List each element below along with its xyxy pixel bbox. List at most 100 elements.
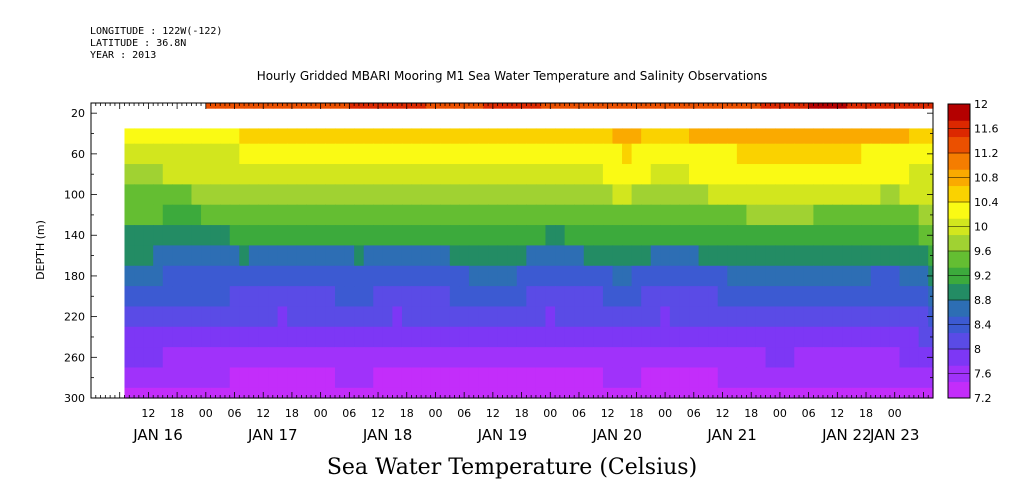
heatmap-cell [899,265,910,287]
heatmap-cell [622,347,633,369]
heatmap-cell [507,367,518,389]
heatmap-cell [277,367,288,389]
heatmap-cell [363,245,374,267]
heatmap-cell [172,143,183,165]
heatmap-cell [832,184,843,206]
heatmap-cell [641,225,652,247]
heatmap-cell [258,245,269,267]
heatmap-cell [421,306,432,328]
heatmap-cell [143,286,154,308]
heatmap-cell [449,306,460,328]
heatmap-cell [334,326,346,348]
heatmap-cell [134,286,145,308]
heatmap-cell [421,245,432,267]
heatmap-cell [373,225,384,247]
heatmap-cell [870,164,881,185]
heatmap-cell [478,225,489,247]
heatmap-cell [277,164,288,185]
heatmap-cell [545,225,556,247]
heatmap-cell [861,347,872,369]
heatmap-cell [478,184,489,206]
heatmap-cell [488,286,499,308]
heatmap-cell [382,143,393,165]
heatmap-cell [344,347,355,369]
heatmap-cell [889,326,901,348]
heatmap-cell [535,326,547,348]
heatmap-cell [449,184,460,206]
heatmap-cell [287,184,298,206]
heatmap-cell [641,347,652,369]
heatmap-cell [746,326,757,348]
heatmap-cell [239,164,250,185]
heatmap-cell [153,326,164,348]
heatmap-cell [813,204,824,226]
heatmap-cell [593,367,604,389]
heatmap-cell [277,128,288,145]
heatmap-cell [708,347,719,369]
heatmap-cell [679,286,690,308]
heatmap-cell [363,184,374,206]
heatmap-cell [124,164,135,185]
x-hour-label: 18 [285,407,299,420]
heatmap-cell [593,245,604,267]
heatmap-cell [392,143,403,165]
heatmap-cell [201,128,212,145]
heatmap-cell [440,326,451,348]
heatmap-cell [162,347,173,369]
heatmap-cell [880,347,891,369]
heatmap-cell [334,286,346,308]
heatmap-cell [660,184,671,206]
heatmap-cell [354,128,365,145]
heatmap-cell [344,265,355,287]
heatmap-cell [727,143,738,165]
heatmap-cell [669,326,681,348]
heatmap-cell [755,184,767,206]
x-hour-label: 18 [859,407,873,420]
heatmap-cell [497,347,508,369]
heatmap-cell [430,164,441,185]
heatmap-cell [201,367,212,389]
heatmap-cell [172,204,183,226]
heatmap-cell [918,184,929,206]
heatmap-cell [526,265,537,287]
heatmap-cell [822,204,834,226]
heatmap-cell [765,204,776,226]
heatmap-cell [679,326,690,348]
heatmap-cell [899,143,910,165]
heatmap-cell [325,245,336,267]
heatmap-cell [478,204,489,226]
heatmap-cell [430,204,441,226]
heatmap-cell [631,225,642,247]
heatmap-cell [736,387,748,399]
heatmap-cell [650,306,661,328]
heatmap-cell [708,286,719,308]
heatmap-cell [373,143,384,165]
x-date-label: JAN 19 [477,426,528,444]
heatmap-cell [822,326,834,348]
heatmap-cell [191,143,202,165]
heatmap-cell [909,204,920,226]
heatmap-cell [717,245,728,267]
heatmap-cell [583,184,594,206]
heatmap-cell [382,326,393,348]
heatmap-cell [622,184,633,206]
heatmap-cell [258,347,269,369]
heatmap-cell [813,387,824,399]
heatmap-cell [803,286,814,308]
heatmap-cell [172,128,183,145]
heatmap-cell [181,128,193,145]
heatmap-cell [564,306,575,328]
heatmap-cell [459,164,470,185]
heatmap-cell [210,286,221,308]
heatmap-cell [775,347,786,369]
heatmap-cell [889,184,901,206]
heatmap-cell [306,286,317,308]
heatmap-cell [325,204,336,226]
heatmap-cell [363,204,374,226]
heatmap-cell [296,225,307,247]
heatmap-cell [229,367,240,389]
heatmap-cell [430,225,441,247]
heatmap-cell [602,204,614,226]
heatmap-cell [851,265,862,287]
heatmap-cell [459,143,470,165]
